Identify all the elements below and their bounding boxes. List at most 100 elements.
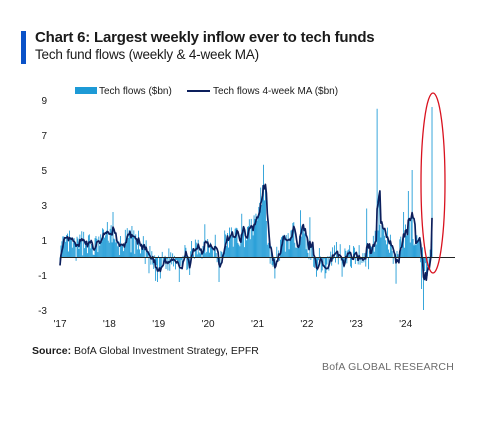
flow-bar [412, 238, 414, 258]
flow-bar [305, 249, 307, 258]
flow-bar [409, 242, 411, 258]
flow-bar [148, 257, 150, 274]
flow-bar [405, 224, 406, 258]
flow-bar [314, 257, 316, 268]
flow-bar [161, 251, 163, 258]
flow-bar [246, 226, 248, 258]
flow-bar [221, 252, 223, 258]
flow-bar [194, 239, 196, 258]
flow-bar [329, 256, 331, 258]
flow-bar [177, 257, 179, 264]
flow-bar [150, 257, 152, 265]
flow-bar [423, 257, 424, 310]
flow-bar [68, 251, 69, 258]
flow-bar [297, 247, 299, 258]
x-tick-label: '23 [350, 319, 363, 330]
flow-bar [307, 252, 309, 258]
flow-bar [70, 237, 72, 258]
flow-bar [253, 215, 255, 258]
flow-bar [178, 257, 180, 282]
flow-bar [120, 236, 122, 258]
flow-bar [258, 206, 260, 258]
flow-bar [110, 225, 112, 258]
flow-bar [424, 257, 426, 264]
flow-bar [65, 241, 67, 258]
y-tick-label: -1 [38, 271, 47, 282]
flow-bar [235, 227, 237, 258]
flow-bar [390, 244, 392, 258]
flow-bar [63, 236, 65, 258]
flow-bar [96, 238, 98, 258]
flow-bar [410, 219, 412, 258]
flow-bar [301, 224, 303, 258]
y-tick-label: 1 [41, 236, 47, 247]
flow-bar [175, 257, 177, 260]
flow-bar [288, 249, 290, 258]
flow-bar [132, 236, 134, 258]
flow-bar [158, 257, 160, 270]
flow-bar [67, 233, 69, 258]
flow-bar [396, 250, 398, 258]
flow-bar [108, 242, 110, 258]
flow-bar [200, 250, 202, 258]
flow-bar [186, 257, 188, 271]
flow-bar [290, 230, 292, 258]
flow-bar [201, 257, 203, 259]
flow-bar [417, 240, 419, 258]
flow-bar [264, 200, 265, 258]
flow-bar [353, 247, 355, 258]
flow-bar [359, 257, 361, 265]
flow-bar [129, 229, 131, 258]
flow-bar [109, 228, 111, 258]
flow-bar [320, 257, 322, 273]
flow-bar [306, 236, 308, 258]
flow-bar [234, 228, 236, 258]
flow-bar [180, 257, 182, 261]
flow-bar [413, 245, 415, 258]
flow-bar [371, 250, 373, 258]
flow-bar [187, 257, 189, 270]
flow-bar [250, 218, 252, 258]
flow-bar [219, 257, 221, 265]
flow-bar [204, 224, 206, 258]
legend-swatch-bars [75, 87, 97, 94]
flow-bar [373, 251, 375, 258]
flow-bar [353, 246, 354, 258]
flow-bar [344, 248, 346, 258]
flow-bar [358, 245, 360, 258]
flow-bar [362, 253, 364, 258]
flow-bar [421, 257, 423, 289]
flow-bar [269, 257, 271, 264]
flow-bar [168, 248, 170, 258]
flow-bar [100, 234, 102, 258]
flow-bar [231, 236, 233, 258]
flow-bar [240, 234, 242, 258]
flow-bar [175, 257, 176, 270]
flow-bar [90, 243, 92, 258]
flow-bar [335, 257, 336, 263]
x-tick-label: '18 [103, 319, 116, 330]
flow-bar [286, 240, 288, 258]
flow-bar [342, 257, 344, 260]
flow-bar [337, 257, 339, 265]
flow-bar [74, 243, 76, 258]
flow-bar [242, 232, 244, 258]
flow-bar [89, 248, 91, 258]
flow-bar [216, 257, 218, 263]
flow-bar [381, 225, 383, 258]
flow-bar [211, 248, 213, 258]
flow-bar [229, 227, 230, 258]
flow-bar [173, 257, 175, 267]
flow-bar [323, 257, 325, 259]
flow-bar [181, 257, 183, 267]
flow-bar [406, 235, 407, 258]
flow-bar [208, 243, 210, 258]
flow-bar [245, 237, 246, 258]
flow-bar [365, 257, 367, 267]
flow-bar [287, 233, 289, 258]
flow-bar [71, 247, 73, 258]
flow-bar [144, 257, 146, 264]
flow-bar [125, 241, 127, 258]
flow-bar [304, 230, 306, 258]
flow-bar [136, 238, 138, 258]
